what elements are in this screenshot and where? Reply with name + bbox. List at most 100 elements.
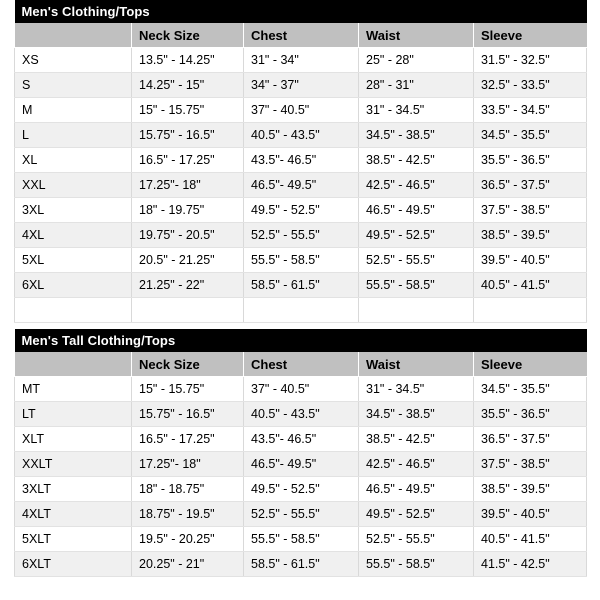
column-header-sleeve: Sleeve: [473, 352, 587, 377]
cell-waist: 34.5" - 38.5": [358, 122, 474, 148]
cell-neck: 15.75" - 16.5": [131, 401, 244, 427]
table-row: MT 15" - 15.75" 37" - 40.5" 31" - 34.5" 34.5…: [14, 376, 587, 402]
cell-neck: 18.75" - 19.5": [131, 501, 244, 527]
cell-neck: 17.25"- 18": [131, 451, 244, 477]
column-header-size: [14, 352, 132, 377]
cell-neck: 13.5" - 14.25": [131, 47, 244, 73]
cell-chest: 37" - 40.5": [243, 376, 359, 402]
table-title-bar: Men's Clothing/Tops: [14, 0, 587, 23]
cell-size: M: [14, 97, 132, 123]
cell-waist: 38.5" - 42.5": [358, 426, 474, 452]
cell-size: XLT: [14, 426, 132, 452]
cell-size: 4XLT: [14, 501, 132, 527]
cell-sleeve: 39.5" - 40.5": [473, 247, 588, 273]
cell-size: MT: [14, 376, 132, 402]
cell-waist: 52.5" - 55.5": [358, 526, 474, 552]
column-header-row: Neck Size Chest Waist Sleeve: [14, 352, 587, 377]
table-row: L 15.75" - 16.5" 40.5" - 43.5" 34.5" - 38.5…: [14, 122, 588, 148]
cell-neck: 20.25" - 21": [131, 551, 244, 577]
table-row: 6XLT 20.25" - 21" 58.5" - 61.5" 55.5" - 58.…: [14, 551, 587, 577]
cell-neck: 15.75" - 16.5": [131, 122, 244, 148]
cell-size: 3XLT: [14, 476, 132, 502]
cell-chest: 49.5" - 52.5": [243, 476, 359, 502]
cell-neck: 17.25"- 18": [131, 172, 244, 198]
cell-sleeve: 35.5" - 36.5": [473, 147, 588, 173]
cell-chest: 31" - 34": [243, 47, 359, 73]
cell-size: XS: [14, 47, 132, 73]
cell-sleeve: 34.5" - 35.5": [473, 376, 587, 402]
cell-chest: 40.5" - 43.5": [243, 401, 359, 427]
cell-neck: 15" - 15.75": [131, 376, 244, 402]
table-title-bar: Men's Tall Clothing/Tops: [14, 329, 587, 352]
cell-sleeve: 37.5" - 38.5": [473, 197, 588, 223]
cell-size: S: [14, 72, 132, 98]
table-row: 4XLT 18.75" - 19.5" 52.5" - 55.5" 49.5" - 5…: [14, 501, 587, 527]
table-row: M 15" - 15.75" 37" - 40.5" 31" - 34.5" 33.5"…: [14, 97, 588, 123]
spacer-cell: [243, 297, 359, 323]
table-row: XXL 17.25"- 18" 46.5"- 49.5" 42.5" - 46.5" 3…: [14, 172, 588, 198]
cell-size: L: [14, 122, 132, 148]
table-row: 3XLT 18" - 18.75" 49.5" - 52.5" 46.5" - 49.…: [14, 476, 587, 502]
table-row: XLT 16.5" - 17.25" 43.5"- 46.5" 38.5" - 42.…: [14, 426, 587, 452]
cell-waist: 31" - 34.5": [358, 97, 474, 123]
column-header-row: Neck Size Chest Waist Sleeve: [14, 23, 587, 48]
cell-chest: 46.5"- 49.5": [243, 172, 359, 198]
column-header-neck: Neck Size: [131, 352, 244, 377]
cell-size: XL: [14, 147, 132, 173]
cell-waist: 42.5" - 46.5": [358, 451, 474, 477]
cell-neck: 19.75" - 20.5": [131, 222, 244, 248]
cell-sleeve: 34.5" - 35.5": [473, 122, 588, 148]
column-header-size: [14, 23, 132, 48]
table-title: Men's Tall Clothing/Tops: [14, 329, 587, 352]
cell-neck: 18" - 19.75": [131, 197, 244, 223]
cell-neck: 16.5" - 17.25": [131, 147, 244, 173]
table-row: S 14.25" - 15" 34" - 37" 28" - 31" 32.5" - 3…: [14, 72, 588, 98]
cell-chest: 58.5" - 61.5": [243, 551, 359, 577]
table-row: LT 15.75" - 16.5" 40.5" - 43.5" 34.5" - 38.…: [14, 401, 587, 427]
cell-waist: 28" - 31": [358, 72, 474, 98]
cell-waist: 46.5" - 49.5": [358, 197, 474, 223]
cell-waist: 31" - 34.5": [358, 376, 474, 402]
cell-sleeve: 33.5" - 34.5": [473, 97, 588, 123]
cell-neck: 20.5" - 21.25": [131, 247, 244, 273]
cell-waist: 25" - 28": [358, 47, 474, 73]
cell-waist: 42.5" - 46.5": [358, 172, 474, 198]
cell-chest: 40.5" - 43.5": [243, 122, 359, 148]
cell-chest: 55.5" - 58.5": [243, 526, 359, 552]
column-header-sleeve: Sleeve: [473, 23, 587, 48]
cell-sleeve: 40.5" - 41.5": [473, 526, 587, 552]
cell-sleeve: 36.5" - 37.5": [473, 426, 587, 452]
cell-sleeve: 37.5" - 38.5": [473, 451, 587, 477]
cell-sleeve: 32.5" - 33.5": [473, 72, 588, 98]
cell-size: XXLT: [14, 451, 132, 477]
cell-sleeve: 35.5" - 36.5": [473, 401, 587, 427]
table-row: 5XL 20.5" - 21.25" 55.5" - 58.5" 52.5" - 55…: [14, 247, 588, 273]
cell-chest: 52.5" - 55.5": [243, 501, 359, 527]
table-spacer-row: [14, 297, 588, 323]
cell-sleeve: 40.5" - 41.5": [473, 272, 588, 298]
cell-waist: 49.5" - 52.5": [358, 222, 474, 248]
cell-neck: 18" - 18.75": [131, 476, 244, 502]
column-header-waist: Waist: [358, 352, 474, 377]
cell-sleeve: 39.5" - 40.5": [473, 501, 587, 527]
cell-waist: 49.5" - 52.5": [358, 501, 474, 527]
cell-chest: 46.5"- 49.5": [243, 451, 359, 477]
table-row: 5XLT 19.5" - 20.25" 55.5" - 58.5" 52.5" - 5…: [14, 526, 587, 552]
cell-chest: 55.5" - 58.5": [243, 247, 359, 273]
cell-size: 6XL: [14, 272, 132, 298]
spacer-cell: [131, 297, 244, 323]
spacer-cell: [358, 297, 474, 323]
cell-neck: 16.5" - 17.25": [131, 426, 244, 452]
column-header-neck: Neck Size: [131, 23, 244, 48]
table-row: XL 16.5" - 17.25" 43.5"- 46.5" 38.5" - 42.5…: [14, 147, 588, 173]
cell-sleeve: 31.5" - 32.5": [473, 47, 588, 73]
cell-chest: 49.5" - 52.5": [243, 197, 359, 223]
size-chart-table-mens-tall-clothing-tops: Men's Tall Clothing/Tops Neck Size Chest…: [14, 329, 587, 577]
cell-chest: 43.5"- 46.5": [243, 147, 359, 173]
spacer-cell: [473, 297, 588, 323]
table-row: 6XL 21.25" - 22" 58.5" - 61.5" 55.5" - 58.5…: [14, 272, 588, 298]
cell-neck: 15" - 15.75": [131, 97, 244, 123]
cell-waist: 46.5" - 49.5": [358, 476, 474, 502]
cell-size: 4XL: [14, 222, 132, 248]
